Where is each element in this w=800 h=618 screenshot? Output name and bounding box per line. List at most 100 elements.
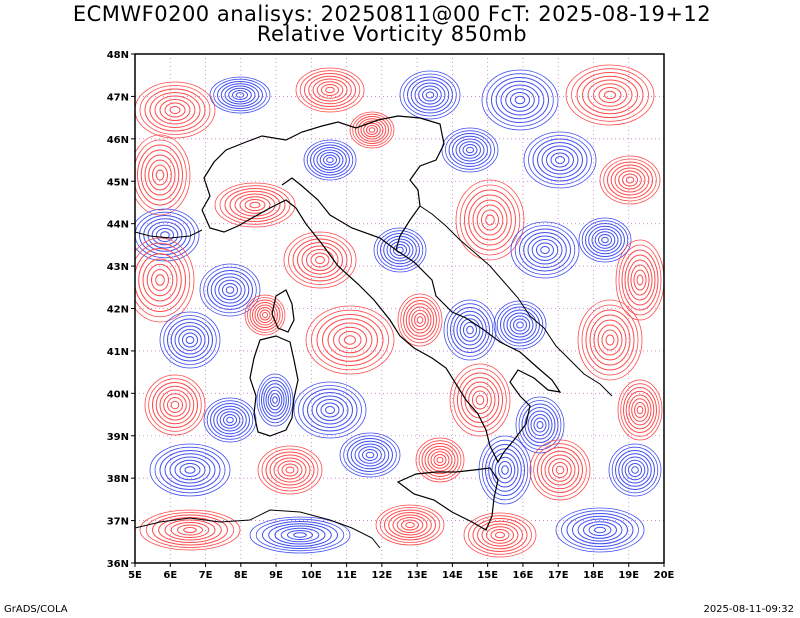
contour-line <box>598 234 612 246</box>
contour-line <box>405 522 415 528</box>
contour-line <box>174 459 206 481</box>
contour-line <box>307 392 353 428</box>
positive-vorticity-cell <box>529 439 591 501</box>
contour-line <box>344 335 356 345</box>
contour-line <box>555 507 645 553</box>
contour-line <box>427 448 453 472</box>
contour-line <box>392 514 428 536</box>
contour-line <box>164 102 186 118</box>
contour-line <box>457 372 503 428</box>
contour-line <box>578 217 632 263</box>
contour-line <box>299 70 361 110</box>
positive-vorticity-cell <box>397 293 443 347</box>
contour-line <box>170 522 210 538</box>
contour-line <box>273 457 307 483</box>
sardinia-coastline <box>249 335 299 437</box>
lat-tick-label: 44N <box>107 220 129 231</box>
contour-line <box>156 228 174 242</box>
contour-line <box>397 293 443 347</box>
negative-vorticity-cell <box>135 208 200 262</box>
contour-line <box>627 259 653 301</box>
contour-line <box>177 524 203 536</box>
contour-line <box>533 417 547 433</box>
lat-tick-label: 41N <box>107 347 129 358</box>
contour-line <box>617 379 663 441</box>
contour-line <box>224 85 256 105</box>
contour-line <box>301 245 339 275</box>
contour-line <box>216 408 244 432</box>
contour-line <box>244 294 286 336</box>
contour-line <box>633 269 647 291</box>
contour-line <box>149 92 201 128</box>
contour-line <box>622 173 638 187</box>
contour-line <box>588 225 622 255</box>
contour-line <box>178 329 202 351</box>
contour-line <box>179 463 201 477</box>
contour-line <box>319 152 341 168</box>
contour-line <box>500 84 540 116</box>
contour-line <box>594 231 616 249</box>
contour-line <box>485 214 495 226</box>
contour-line <box>424 445 456 475</box>
contour-line <box>265 451 315 489</box>
contour-line <box>159 311 221 369</box>
contour-line <box>258 376 292 424</box>
contour-line <box>414 82 446 108</box>
contour-line <box>500 306 540 344</box>
contour-line <box>389 241 411 259</box>
contour-line <box>183 527 197 533</box>
contour-line <box>418 440 462 480</box>
contour-line <box>598 87 622 103</box>
contour-line <box>287 530 313 540</box>
contour-line <box>464 189 516 251</box>
contour-line <box>572 515 628 545</box>
axis-ticks: 5E 6E 7E 8E 9E 10E 11E 12E 13E 14E 15E 16E 17E 18E 19E… <box>107 50 675 581</box>
contour-line <box>400 296 440 344</box>
contour-line <box>481 209 499 231</box>
contour-line <box>295 67 365 113</box>
contour-line <box>460 377 500 423</box>
contour-line <box>224 188 286 222</box>
contour-line <box>403 300 437 340</box>
contour-line <box>249 299 281 331</box>
contour-line <box>476 204 504 236</box>
contour-line <box>496 303 544 347</box>
lat-tick-label: 38N <box>107 474 129 485</box>
contour-line <box>151 269 169 291</box>
lat-tick-label: 39N <box>107 432 129 443</box>
lat-tick-label: 47N <box>107 92 129 103</box>
contour-line <box>415 437 465 483</box>
contour-line <box>217 81 263 109</box>
contour-line <box>505 88 535 112</box>
contour-line <box>537 142 583 178</box>
contour-line <box>139 509 241 551</box>
contour-line <box>468 194 512 246</box>
contour-line <box>152 514 228 546</box>
contour-line <box>206 400 254 440</box>
contour-line <box>228 87 252 103</box>
contour-line <box>380 233 420 267</box>
contour-line <box>436 456 444 464</box>
contour-line <box>316 399 344 421</box>
contour-line <box>529 439 591 501</box>
contour-line <box>388 512 432 538</box>
contour-line <box>546 149 574 171</box>
lon-tick-label: 16E <box>513 570 534 581</box>
contour-line <box>315 256 325 264</box>
contour-line <box>597 324 623 356</box>
contour-line <box>259 309 271 321</box>
contour-line <box>463 322 477 338</box>
contour-line <box>620 383 660 437</box>
contour-line <box>548 458 572 482</box>
contour-line <box>306 142 354 178</box>
contour-line <box>358 446 382 464</box>
contour-line <box>605 334 615 346</box>
contour-line <box>218 279 242 301</box>
contour-line <box>528 135 592 185</box>
contour-line <box>350 440 390 470</box>
contour-line <box>167 318 213 362</box>
contour-line <box>135 81 216 139</box>
contour-line <box>302 388 358 432</box>
contour-line <box>475 395 485 405</box>
contour-line <box>182 332 198 348</box>
